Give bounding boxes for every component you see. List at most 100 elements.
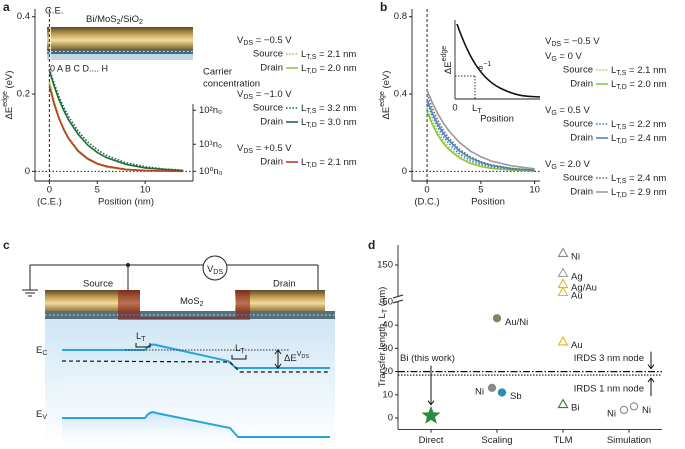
text-part: C <box>42 350 47 357</box>
legend-length-label: LT,D = 2.0 nm <box>301 63 357 75</box>
data-point <box>421 405 441 424</box>
text-part: Transfer length, L <box>377 313 388 387</box>
line-series <box>426 111 535 172</box>
text-part: L <box>301 157 306 168</box>
x-axis-label: Position (nm) <box>98 197 154 208</box>
legend-length-label: LT,D = 2.4 nm <box>611 133 667 145</box>
inset-y-label: ΔEedge <box>441 46 454 74</box>
y-tick-label: 0 <box>25 166 30 177</box>
point-label: Ni <box>571 251 580 262</box>
panel-label: b <box>380 0 387 14</box>
legend-length-label: LT,D = 2.9 nm <box>611 187 667 199</box>
device-image-a <box>47 20 193 62</box>
x-tick-label: 5 <box>95 185 100 196</box>
drain-label: Drain <box>273 279 296 290</box>
text-part: T,S <box>306 108 316 115</box>
text-part: L <box>611 133 616 144</box>
ec-label: EC <box>36 345 47 357</box>
text-part: = 2.4 nm <box>626 173 666 184</box>
text-part: ΔE <box>381 107 392 120</box>
text-part: T,D <box>306 68 317 75</box>
legend-group-title: VG = 0 V <box>545 51 583 63</box>
legend-group-title: VG = 2.0 V <box>545 159 590 171</box>
text-part: e <box>478 63 483 74</box>
line-series <box>48 82 184 173</box>
legend-group-title: VDS = +0.5 V <box>237 143 292 155</box>
line-series <box>426 101 535 172</box>
x-tick-label: TLM <box>554 435 573 446</box>
inset-decay-label: e−1 <box>478 61 491 74</box>
y-tick-label: 0 <box>388 413 393 424</box>
line-series <box>48 82 184 173</box>
text-part: = 0 V <box>557 51 583 62</box>
text-part: = 3.0 nm <box>317 117 357 128</box>
inset-origin-label: 0 <box>452 103 457 114</box>
legend-length-label: LT,D = 2.0 nm <box>611 79 667 91</box>
y-axis-label: Transfer length, LT (nm) <box>377 287 389 388</box>
y-tick-label: 30 <box>382 343 393 354</box>
text-part: T,S <box>306 54 316 61</box>
lt-drain-label: LT <box>235 343 245 355</box>
point-label: Au <box>571 291 583 302</box>
x-tick-label: 10 <box>140 185 151 196</box>
point-label: Ni <box>607 408 616 419</box>
text-part: /SiO <box>121 14 139 25</box>
text-part: edge <box>441 46 448 62</box>
text-part: = −1.0 V <box>253 89 292 100</box>
text-part: L <box>611 187 616 198</box>
legend-label: Drain <box>260 157 283 168</box>
y-axis-label: ΔEedge (eV) <box>379 71 392 120</box>
legend-length-label: LT,D = 2.1 nm <box>301 157 357 169</box>
text-part: = 2.1 nm <box>317 157 357 168</box>
point-label: Ag <box>571 271 583 282</box>
data-point <box>487 383 497 392</box>
point-label: Au/Ni <box>505 317 528 328</box>
text-part: L <box>611 173 616 184</box>
channel-label: MoS2 <box>180 296 204 308</box>
reference-arrowhead <box>647 377 655 383</box>
text-part: ΔE <box>4 107 15 120</box>
x-tick-label: 5 <box>478 185 483 196</box>
line-series <box>426 99 535 171</box>
text-part: MoS <box>180 296 200 307</box>
text-part: T,D <box>306 162 317 169</box>
data-point <box>497 388 507 397</box>
text-part: E <box>36 409 42 420</box>
text-part: ΔE <box>443 61 454 74</box>
x-tick-label: Direct <box>419 435 444 446</box>
y-tick-label: 40 <box>382 320 393 331</box>
point-arrowhead <box>427 400 435 406</box>
text-part: = 2.4 nm <box>627 133 667 144</box>
inset-position-labels: 0 A B C D.... H <box>50 63 108 73</box>
text-part: = 2.0 nm <box>317 63 357 74</box>
text-part: G <box>551 164 556 171</box>
text-part: L <box>301 63 306 74</box>
inset-material-label: Bi/MoS2/SiO2 <box>86 14 143 26</box>
text-part: = 2.1 nm <box>626 65 666 76</box>
text-part: L <box>301 103 306 114</box>
x-origin-label: (D.C.) <box>414 197 439 208</box>
text-part: DS <box>243 148 253 155</box>
text-part: V <box>545 105 552 116</box>
text-part: ΔE <box>284 353 297 364</box>
line-series <box>48 68 184 171</box>
panel-c-diagram: c <box>3 238 335 449</box>
delta-e-label: ΔEVDS <box>284 351 309 364</box>
text-part: L <box>301 49 306 60</box>
panel-label: a <box>3 0 10 14</box>
text-part: edge <box>379 91 386 107</box>
point-label: Ag/Au <box>571 283 597 294</box>
legend-title: VDS = −0.5 V <box>545 36 600 48</box>
point-label: Sb <box>510 391 522 402</box>
text-part: = +0.5 V <box>253 143 292 154</box>
legend-length-label: LT,S = 2.4 nm <box>611 173 666 185</box>
text-part: T,D <box>306 122 317 129</box>
text-part: = 0.5 V <box>557 105 591 116</box>
legend-label: Drain <box>260 63 283 74</box>
text-part: V <box>297 351 302 358</box>
text-part: V <box>237 143 244 154</box>
y-tick-label: 0.4 <box>17 11 30 22</box>
legend-group-title: VDS = −1.0 V <box>237 89 292 101</box>
y-tick-label: 50 <box>382 297 393 308</box>
